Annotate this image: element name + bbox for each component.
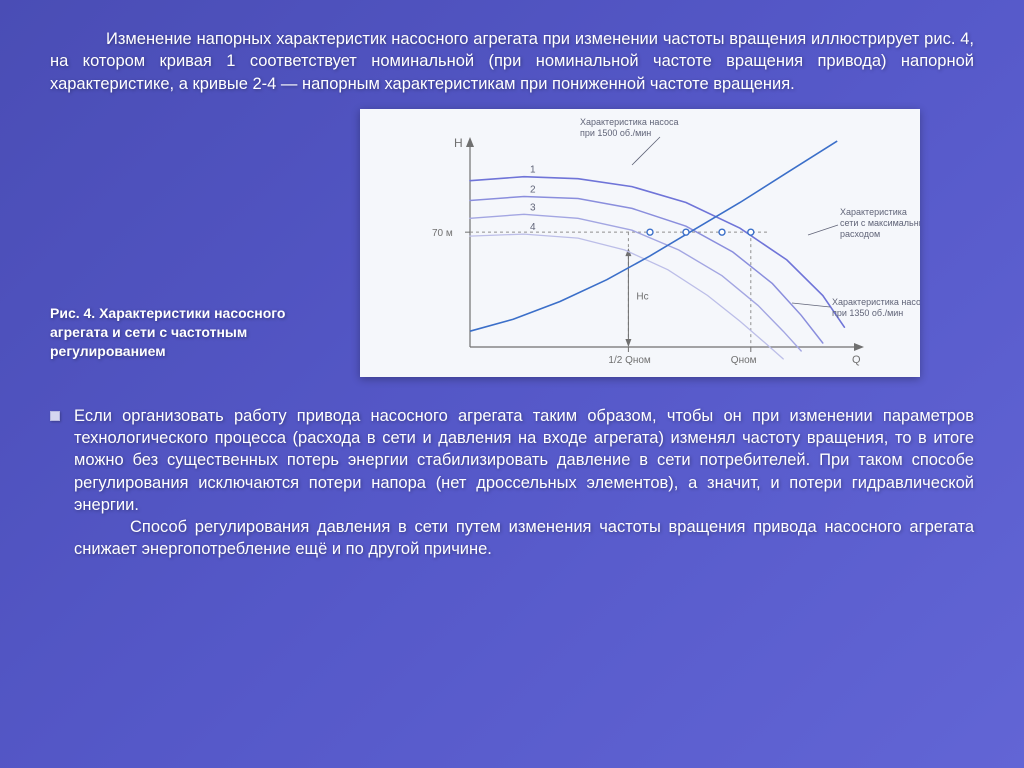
svg-text:4: 4: [530, 222, 536, 233]
svg-text:Характеристика насоса: Характеристика насоса: [580, 117, 679, 127]
svg-text:1: 1: [530, 165, 536, 176]
bullet-marker-icon: [50, 411, 60, 421]
chart-column: H Q 70 м 1/2 Qном Qном Hc 1 2 3 4 Характеристика н…: [360, 109, 974, 377]
svg-text:2: 2: [530, 184, 536, 195]
bullet-text: Если организовать работу привода насосно…: [74, 405, 974, 561]
svg-text:1/2 Qном: 1/2 Qном: [608, 355, 651, 366]
chart-row: Рис. 4. Характеристики насосного агрегат…: [50, 109, 974, 377]
svg-text:3: 3: [530, 202, 536, 213]
bullet-paragraph-2: Способ регулирования давления в сети пут…: [74, 518, 974, 558]
svg-text:при 1500 об./мин: при 1500 об./мин: [580, 128, 651, 138]
svg-text:сети с максимальным: сети с максимальным: [840, 218, 920, 228]
svg-text:H: H: [454, 136, 463, 150]
paragraph-top: Изменение напорных характеристик насосно…: [50, 28, 974, 95]
svg-text:расходом: расходом: [840, 229, 880, 239]
bullet-paragraph-1: Если организовать работу привода насосно…: [74, 407, 974, 514]
svg-text:Hc: Hc: [636, 291, 648, 302]
svg-text:Характеристика: Характеристика: [840, 207, 907, 217]
figure-caption: Рис. 4. Характеристики насосного агрегат…: [50, 304, 340, 361]
svg-text:Q: Q: [852, 354, 861, 366]
svg-text:при 1350 об./мин: при 1350 об./мин: [832, 308, 903, 318]
bullet-block: Если организовать работу привода насосно…: [50, 405, 974, 561]
pump-chart: H Q 70 м 1/2 Qном Qном Hc 1 2 3 4 Характеристика н…: [360, 109, 920, 377]
paragraph-top-text: Изменение напорных характеристик насосно…: [50, 30, 974, 93]
svg-text:Характеристика насоса: Характеристика насоса: [832, 297, 920, 307]
caption-column: Рис. 4. Характеристики насосного агрегат…: [50, 304, 360, 361]
svg-text:70 м: 70 м: [432, 228, 453, 239]
svg-text:Qном: Qном: [731, 355, 757, 366]
chart-box: H Q 70 м 1/2 Qном Qном Hc 1 2 3 4 Характеристика н…: [360, 109, 920, 377]
